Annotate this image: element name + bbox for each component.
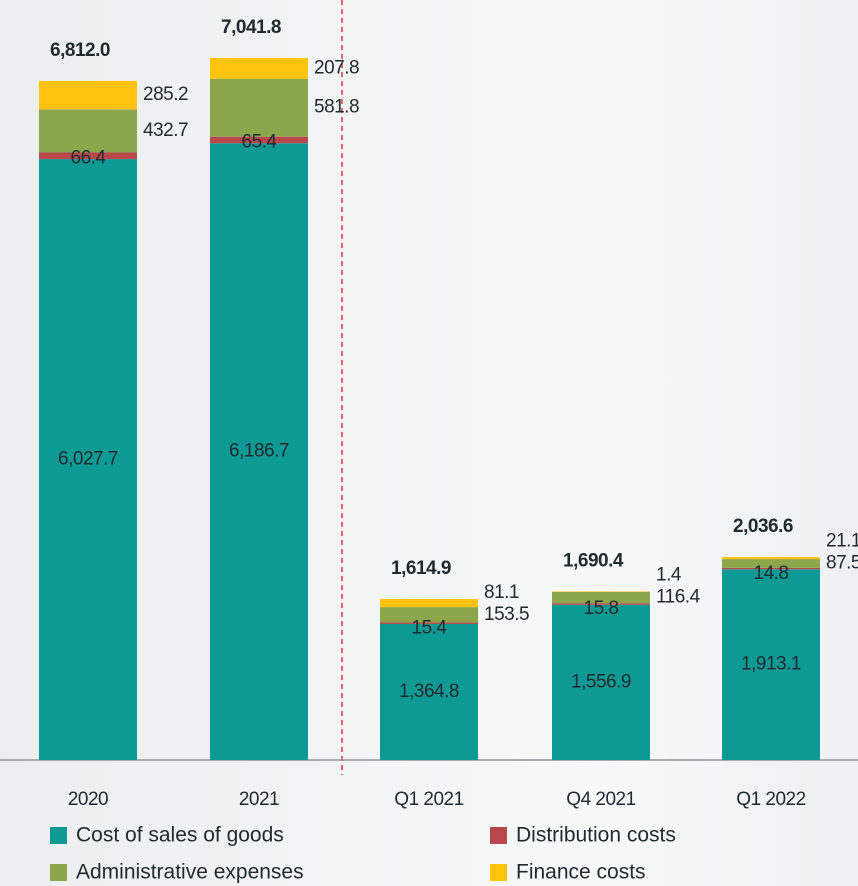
bar-segment [380, 607, 478, 623]
x-tick-label: Q1 2022 [736, 789, 805, 810]
total-label: 2,036.6 [733, 516, 793, 537]
data-label: 81.1 [484, 582, 519, 603]
legend-label: Cost of sales of goods [76, 824, 284, 847]
data-label: 14.8 [754, 563, 789, 584]
data-label: 581.8 [314, 97, 359, 118]
bar-segment [39, 80, 137, 110]
data-label: 153.5 [484, 604, 529, 625]
data-label: 1.4 [656, 564, 682, 585]
legend-label: Distribution costs [516, 824, 676, 847]
bar-segment [552, 591, 650, 604]
x-tick-label: Q1 2021 [394, 789, 463, 810]
legend-swatch [50, 827, 67, 844]
bar-segment [722, 559, 820, 568]
data-label: 6,186.7 [229, 441, 289, 462]
data-label: 65.4 [242, 132, 278, 153]
data-label: 15.4 [412, 617, 448, 638]
data-label: 66.4 [71, 147, 107, 168]
bar-segment [380, 622, 478, 624]
total-label: 7,041.8 [221, 17, 281, 38]
data-label: 87.5 [826, 552, 858, 573]
bar-segment [210, 143, 308, 760]
bar-segment [722, 567, 820, 570]
legend-swatch [50, 864, 67, 881]
bar-segment [722, 556, 820, 560]
data-label: 15.8 [584, 598, 619, 619]
bar-segment [210, 136, 308, 144]
x-tick-label: Q4 2021 [566, 789, 635, 810]
x-tick-label: 2020 [68, 789, 108, 810]
data-label: 1,364.8 [399, 681, 459, 702]
bar-segment [380, 623, 478, 760]
bar-segment [552, 591, 650, 592]
legend-label: Finance costs [516, 861, 646, 884]
data-label: 21.1 [826, 530, 858, 551]
total-label: 1,690.4 [563, 550, 624, 571]
data-label: 6,027.7 [58, 449, 118, 470]
bar-segment [722, 569, 820, 760]
bar-segment [210, 78, 308, 137]
data-label: 432.7 [143, 120, 188, 141]
total-label: 6,812.0 [50, 40, 110, 61]
total-label: 1,614.9 [391, 558, 451, 579]
bar-segment [552, 604, 650, 760]
bar-segment [39, 152, 137, 160]
data-label: 1,556.9 [571, 671, 631, 692]
data-label: 116.4 [656, 586, 701, 607]
legend-label: Administrative expenses [76, 861, 304, 884]
legend-swatch [490, 827, 507, 844]
data-label: 1,913.1 [741, 654, 801, 675]
bar-segment [380, 599, 478, 608]
bar-segment [552, 603, 650, 605]
legend-swatch [490, 864, 507, 881]
bar-segment [39, 109, 137, 153]
x-tick-label: 2021 [239, 789, 279, 810]
bar-segment [210, 58, 308, 79]
data-label: 207.8 [314, 57, 359, 78]
bar-segment [39, 159, 137, 760]
data-label: 285.2 [143, 84, 188, 105]
